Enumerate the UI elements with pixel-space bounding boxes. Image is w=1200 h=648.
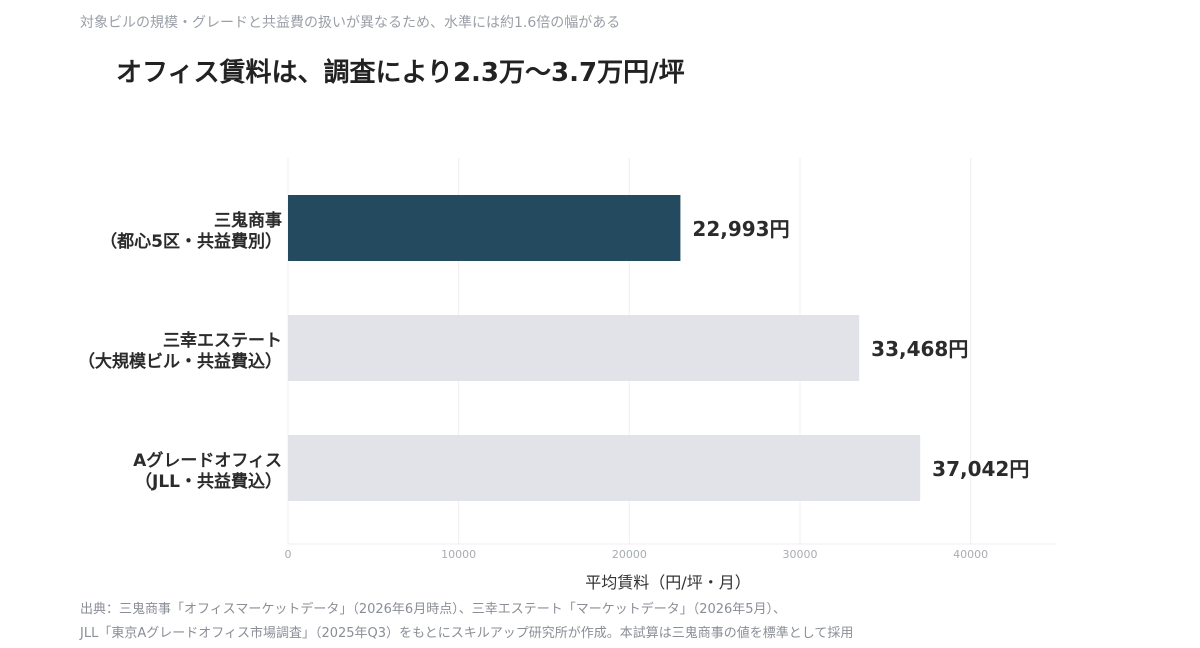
chart-subtitle: 対象ビルの規模・グレードと共益費の扱いが異なるため、水準には約1.6倍の幅がある [80, 15, 621, 31]
x-tick-label: 10000 [441, 548, 476, 561]
source-note-line-2: JLL「東京Aグレードオフィス市場調査」（2025年Q3）をもとにスキルアップ研… [80, 626, 854, 641]
bar-value-label: 37,042円 [932, 457, 1029, 481]
category-label-line: 三鬼商事 [214, 210, 282, 231]
category-label-line: （都心5区・共益費別） [100, 231, 282, 252]
category-label-line: （JLL・共益費込） [135, 471, 282, 492]
source-note-line-1: 出典：三鬼商事「オフィスマーケットデータ」（2026年6月時点）、三幸エステート… [80, 602, 787, 617]
category-label-line: 三幸エステート [163, 330, 282, 351]
bar [288, 315, 860, 381]
category-label: Aグレードオフィス（JLL・共益費込） [133, 450, 282, 492]
x-tick-label: 30000 [783, 548, 818, 561]
x-axis-label: 平均賃料（円/坪・月） [585, 573, 750, 592]
bar [288, 195, 681, 261]
bar-chart: 0 10000 20000 30000 40000 22,993円 三鬼商事（都心5区・共益… [78, 158, 1056, 592]
category-label: 三幸エステート（大規模ビル・共益費込） [78, 330, 282, 372]
category-label-line: （大規模ビル・共益費込） [78, 351, 282, 372]
bar-value-label: 33,468円 [871, 337, 968, 361]
category-label-line: Aグレードオフィス [133, 450, 282, 471]
chart-title: オフィス賃料は、調査により2.3万〜3.7万円/坪 [116, 58, 685, 88]
bar [288, 435, 921, 501]
x-tick-label: 20000 [612, 548, 647, 561]
bar-value-label: 22,993円 [692, 217, 789, 241]
x-tick-label: 0 [285, 548, 292, 561]
x-tick-label: 40000 [953, 548, 988, 561]
category-label: 三鬼商事（都心5区・共益費別） [100, 210, 282, 252]
